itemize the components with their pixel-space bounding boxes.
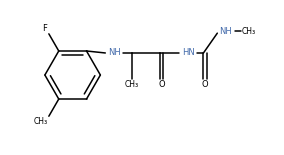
Text: NH: NH <box>219 27 232 36</box>
Text: CH₃: CH₃ <box>242 27 256 36</box>
Text: O: O <box>158 80 165 89</box>
Text: HN: HN <box>182 49 194 58</box>
Text: CH₃: CH₃ <box>34 117 48 126</box>
Text: F: F <box>42 24 47 33</box>
Text: CH₃: CH₃ <box>125 80 139 89</box>
Text: O: O <box>202 80 208 89</box>
Text: NH: NH <box>108 49 121 58</box>
